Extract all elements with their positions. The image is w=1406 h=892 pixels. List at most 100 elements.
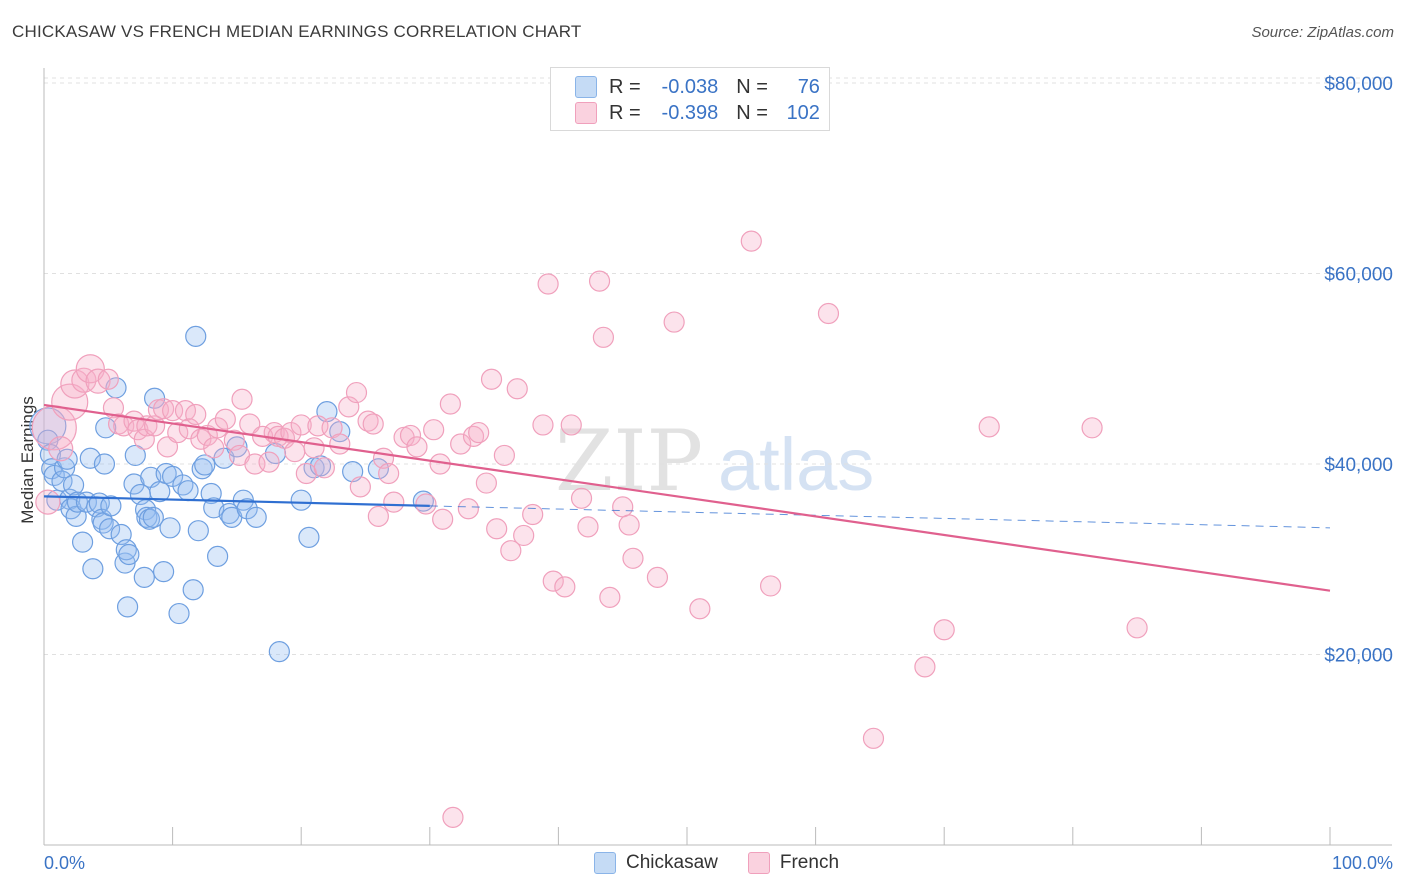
french-point (500, 540, 522, 562)
y-tick-label: $80,000 (1324, 74, 1393, 95)
chickasaw-point (138, 508, 161, 530)
french-point (378, 462, 400, 485)
chickasaw-trend-line (43, 495, 430, 508)
french-point (554, 576, 576, 598)
chickasaw-point (133, 566, 155, 588)
french-point (345, 381, 368, 404)
chickasaw-point (53, 457, 76, 479)
series-legend-chickasaw[interactable]: Chickasaw (594, 852, 718, 874)
french-point (914, 656, 936, 678)
french-point (231, 388, 253, 410)
chickasaw-point (290, 489, 312, 511)
series-swatch-chickasaw (594, 852, 616, 874)
chickasaw-point (93, 453, 116, 475)
french-point (862, 727, 885, 749)
chickasaw-point (245, 506, 267, 528)
french-point (1126, 617, 1148, 639)
legend-swatch-chickasaw (575, 76, 597, 98)
french-point (978, 416, 1000, 438)
french-point (513, 524, 535, 547)
legend-r-label: R = (609, 75, 641, 98)
french-point (537, 273, 559, 295)
french-point (622, 547, 644, 569)
french-point (646, 566, 669, 588)
french-point (506, 378, 528, 400)
chickasaw-point (177, 480, 199, 502)
correlation-legend: R = -0.038 N = 76 R = -0.398 N = 102 (550, 67, 830, 131)
french-point (570, 487, 593, 509)
y-tick-label: $40,000 (1324, 455, 1393, 476)
french-point (432, 508, 454, 530)
chickasaw-point (182, 579, 204, 601)
series-legend: Chickasaw French (594, 852, 869, 874)
french-point (442, 806, 464, 828)
legend-n-value: 76 (797, 75, 820, 98)
french-point (415, 493, 437, 515)
series-name: Chickasaw (626, 852, 718, 873)
legend-swatch-french (575, 102, 597, 124)
french-point (759, 575, 782, 597)
chickasaw-point (116, 596, 139, 618)
source-label: Source: ZipAtlas.com (1251, 24, 1394, 41)
chickasaw-point (194, 454, 216, 476)
french-point (102, 397, 125, 419)
french-point (450, 433, 472, 455)
y-tick-label: $60,000 (1324, 265, 1393, 286)
french-point (51, 383, 89, 421)
french-point (362, 413, 384, 435)
french-point (313, 457, 335, 479)
french-point (75, 354, 105, 384)
legend-n-label: N = (736, 101, 768, 124)
legend-n-label: N = (736, 75, 768, 98)
french-point (383, 491, 405, 513)
y-tick-label: $20,000 (1324, 646, 1393, 667)
french-point (399, 424, 422, 447)
french-point (493, 444, 515, 467)
french-point (577, 516, 599, 538)
french-point (457, 498, 479, 520)
legend-n-value: 102 (786, 101, 820, 124)
series-name: French (779, 852, 840, 873)
chickasaw-point (100, 495, 122, 517)
chickasaw-point (62, 474, 85, 496)
french-point (203, 437, 225, 459)
french-trend-line (43, 403, 1331, 592)
french-point (933, 619, 955, 641)
french-point (60, 369, 90, 399)
french-point (532, 414, 554, 436)
french-point (480, 368, 503, 390)
french-point (817, 302, 840, 325)
french-point (1081, 417, 1103, 439)
french-point (542, 570, 564, 592)
chickasaw-point (207, 545, 229, 567)
french-point (475, 472, 497, 494)
chickasaw-point (218, 502, 240, 525)
french-point (156, 436, 179, 458)
french-point (290, 414, 312, 436)
chickasaw-point (268, 641, 290, 663)
chickasaw-point (298, 526, 320, 548)
chickasaw-point (236, 498, 258, 520)
chickasaw-point (71, 531, 94, 553)
series-legend-french[interactable]: French (747, 852, 840, 874)
chickasaw-point (168, 602, 190, 625)
series-swatch-french (747, 852, 770, 874)
french-point (560, 414, 582, 436)
french-point (439, 393, 461, 415)
french-point (185, 403, 207, 426)
french-point (295, 462, 317, 485)
chickasaw-point (185, 325, 207, 347)
chickasaw-point (98, 518, 121, 540)
french-point (367, 505, 389, 527)
chickasaw-point (187, 520, 209, 542)
french-point (35, 489, 61, 515)
french-point (588, 270, 611, 292)
french-point (612, 496, 634, 518)
french-point (689, 598, 711, 620)
french-point (486, 518, 508, 540)
watermark-zip: ZIP (555, 412, 703, 510)
chickasaw-point (142, 506, 164, 528)
french-point (468, 421, 490, 444)
french-point (152, 398, 175, 420)
